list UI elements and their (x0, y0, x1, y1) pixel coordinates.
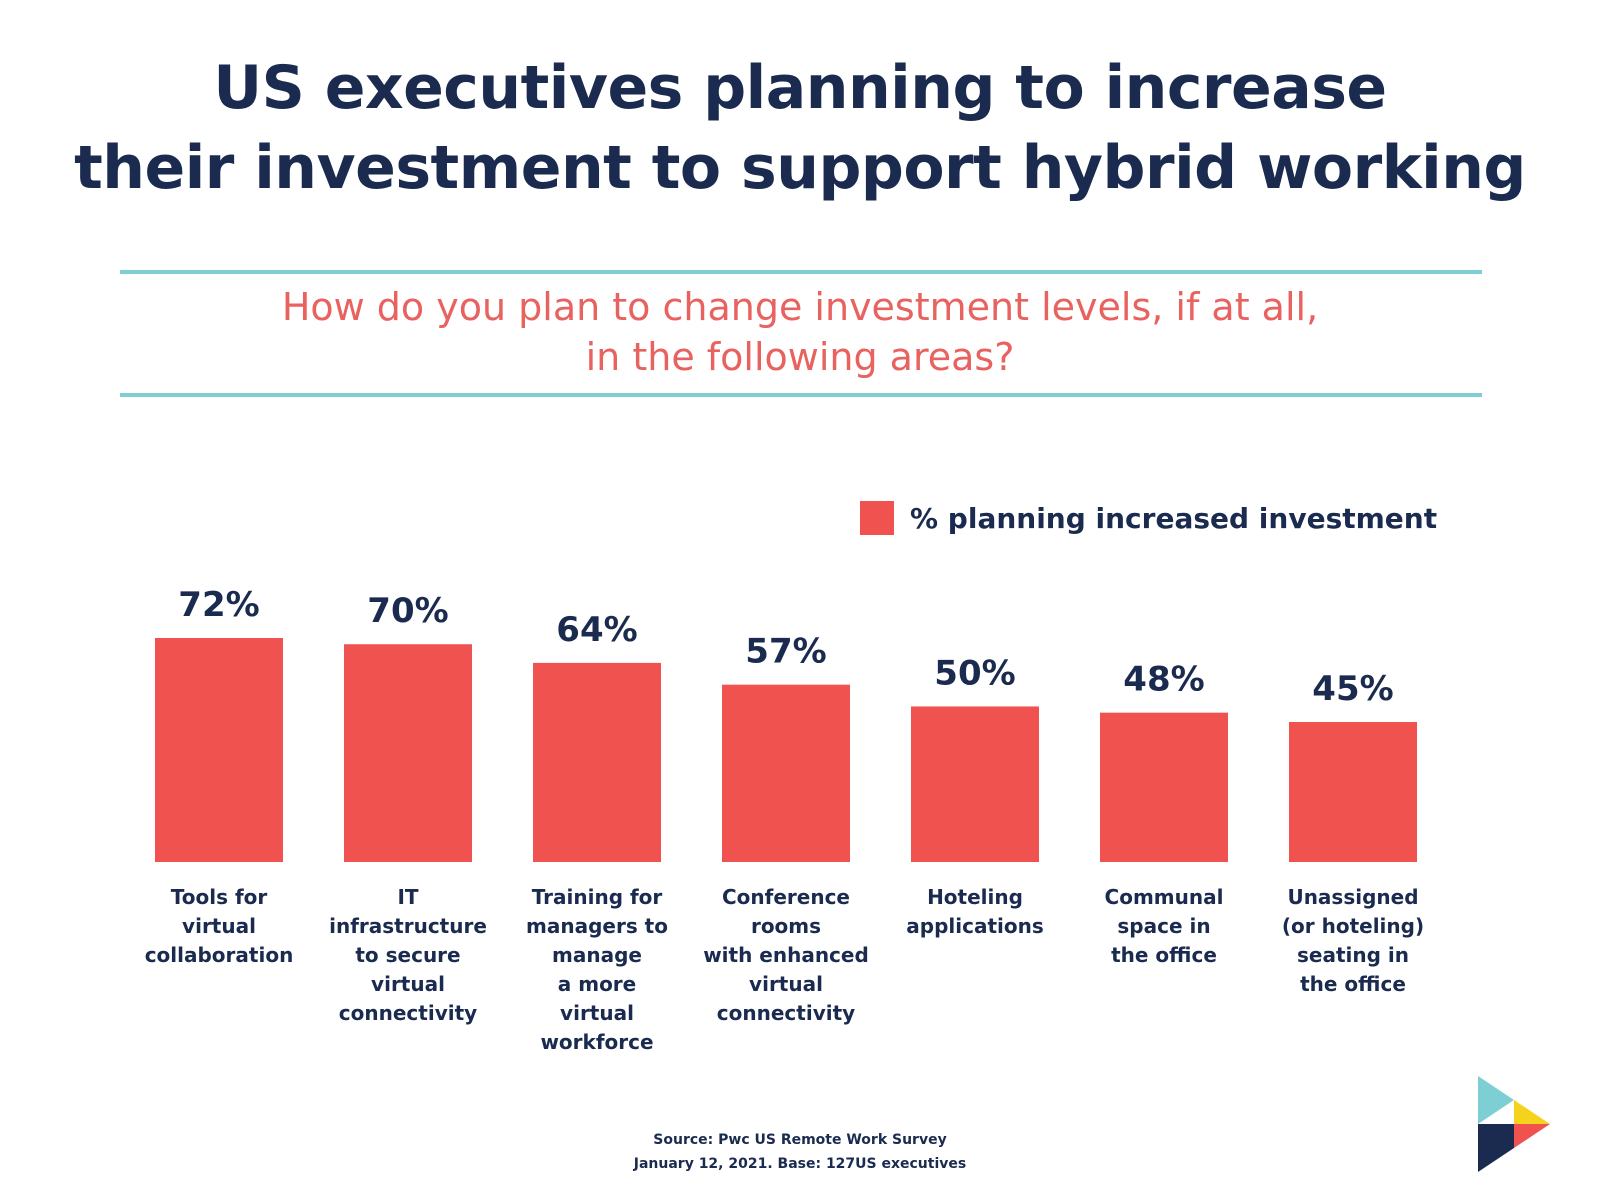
bar-4 (722, 684, 850, 862)
category-label-2-line-2: infrastructure (329, 914, 487, 938)
category-label-2-line-1: IT (397, 885, 418, 909)
category-label-1-line-2: virtual (182, 914, 256, 938)
category-label-1: Tools for virtual collaboration (145, 885, 294, 967)
chart-subtitle: How do you plan to change investment lev… (0, 282, 1600, 382)
category-label-7-line-2: (or hoteling) (1282, 914, 1424, 938)
category-label-7: Unassigned (or hoteling) seating in the off… (1282, 885, 1424, 996)
chart-title: US executives planning to increase their… (0, 48, 1600, 208)
category-label-5-line-1: Hoteling (927, 885, 1023, 909)
legend-label: % planning increased investment (910, 501, 1438, 535)
bar-2 (344, 644, 472, 862)
subtitle-bottom-rule (120, 393, 1482, 397)
source-note: Source: Pwc US Remote Work Survey Januar… (0, 1128, 1600, 1176)
category-label-3-line-5: virtual (560, 1001, 634, 1025)
category-label-2-line-3: to secure (355, 943, 460, 967)
value-label-2: 70% (367, 591, 448, 631)
bar-5 (911, 706, 1039, 862)
category-label-1-line-1: Tools for (171, 885, 268, 909)
logo-shape-teal (1478, 1076, 1514, 1124)
value-label-5: 50% (934, 653, 1015, 693)
category-label-7-line-3: seating in (1297, 943, 1409, 967)
subtitle-line-2: in the following areas? (585, 335, 1015, 379)
title-line-2: their investment to support hybrid worki… (74, 133, 1526, 203)
category-label-4: Conference rooms with enhanced virtual conne… (703, 885, 869, 1025)
category-label-3: Training for managers to manage a more virtu… (526, 885, 668, 1054)
bar-6 (1100, 712, 1228, 862)
value-label-1: 72% (178, 585, 259, 625)
category-label-4-line-3: with enhanced (703, 943, 869, 967)
category-label-4-line-1: Conference (722, 885, 850, 909)
category-label-3-line-4: a more (558, 972, 636, 996)
brand-logo (1478, 1076, 1550, 1172)
category-label-7-line-1: Unassigned (1287, 885, 1418, 909)
category-label-3-line-6: workforce (540, 1030, 653, 1054)
subtitle-line-1: How do you plan to change investment lev… (281, 285, 1319, 329)
category-label-7-line-4: the office (1300, 972, 1406, 996)
bar-3 (533, 662, 661, 862)
category-label-6-line-2: space in (1117, 914, 1210, 938)
title-line-1: US executives planning to increase (213, 53, 1387, 123)
category-label-2-line-5: connectivity (339, 1001, 477, 1025)
value-label-4: 57% (745, 632, 826, 672)
category-label-5-line-2: applications (906, 914, 1044, 938)
bar-chart: 72% Tools for virtual collaboration 70% IT inf… (145, 585, 1424, 1054)
category-label-3-line-1: Training for (532, 885, 663, 909)
legend: % planning increased investment (860, 500, 1437, 536)
logo-shape-navy (1478, 1124, 1514, 1172)
category-label-6-line-3: the office (1111, 943, 1217, 967)
category-label-2: IT infrastructure to secure virtual connecti… (329, 885, 487, 1025)
category-label-6-line-1: Communal (1105, 885, 1224, 909)
category-label-5: Hoteling applications (906, 885, 1044, 938)
category-label-6: Communal space in the office (1105, 885, 1224, 967)
category-label-2-line-4: virtual (371, 972, 445, 996)
source-line-2: January 12, 2021. Base: 127US executives (633, 1156, 967, 1172)
value-label-3: 64% (556, 610, 637, 650)
category-label-1-line-3: collaboration (145, 943, 294, 967)
category-label-4-line-4: virtual (749, 972, 823, 996)
category-label-3-line-2: managers to (526, 914, 668, 938)
value-label-6: 48% (1123, 660, 1204, 700)
value-label-7: 45% (1312, 669, 1393, 709)
logo-shape-yellow (1514, 1100, 1550, 1124)
category-label-4-line-2: rooms (751, 914, 821, 938)
bar-7 (1289, 722, 1417, 862)
logo-shape-red (1514, 1124, 1550, 1148)
category-label-3-line-3: manage (552, 943, 642, 967)
subtitle-top-rule (120, 270, 1482, 274)
category-label-4-line-5: connectivity (717, 1001, 855, 1025)
bar-1 (155, 638, 283, 862)
legend-swatch (860, 501, 894, 535)
source-line-1: Source: Pwc US Remote Work Survey (653, 1132, 947, 1148)
